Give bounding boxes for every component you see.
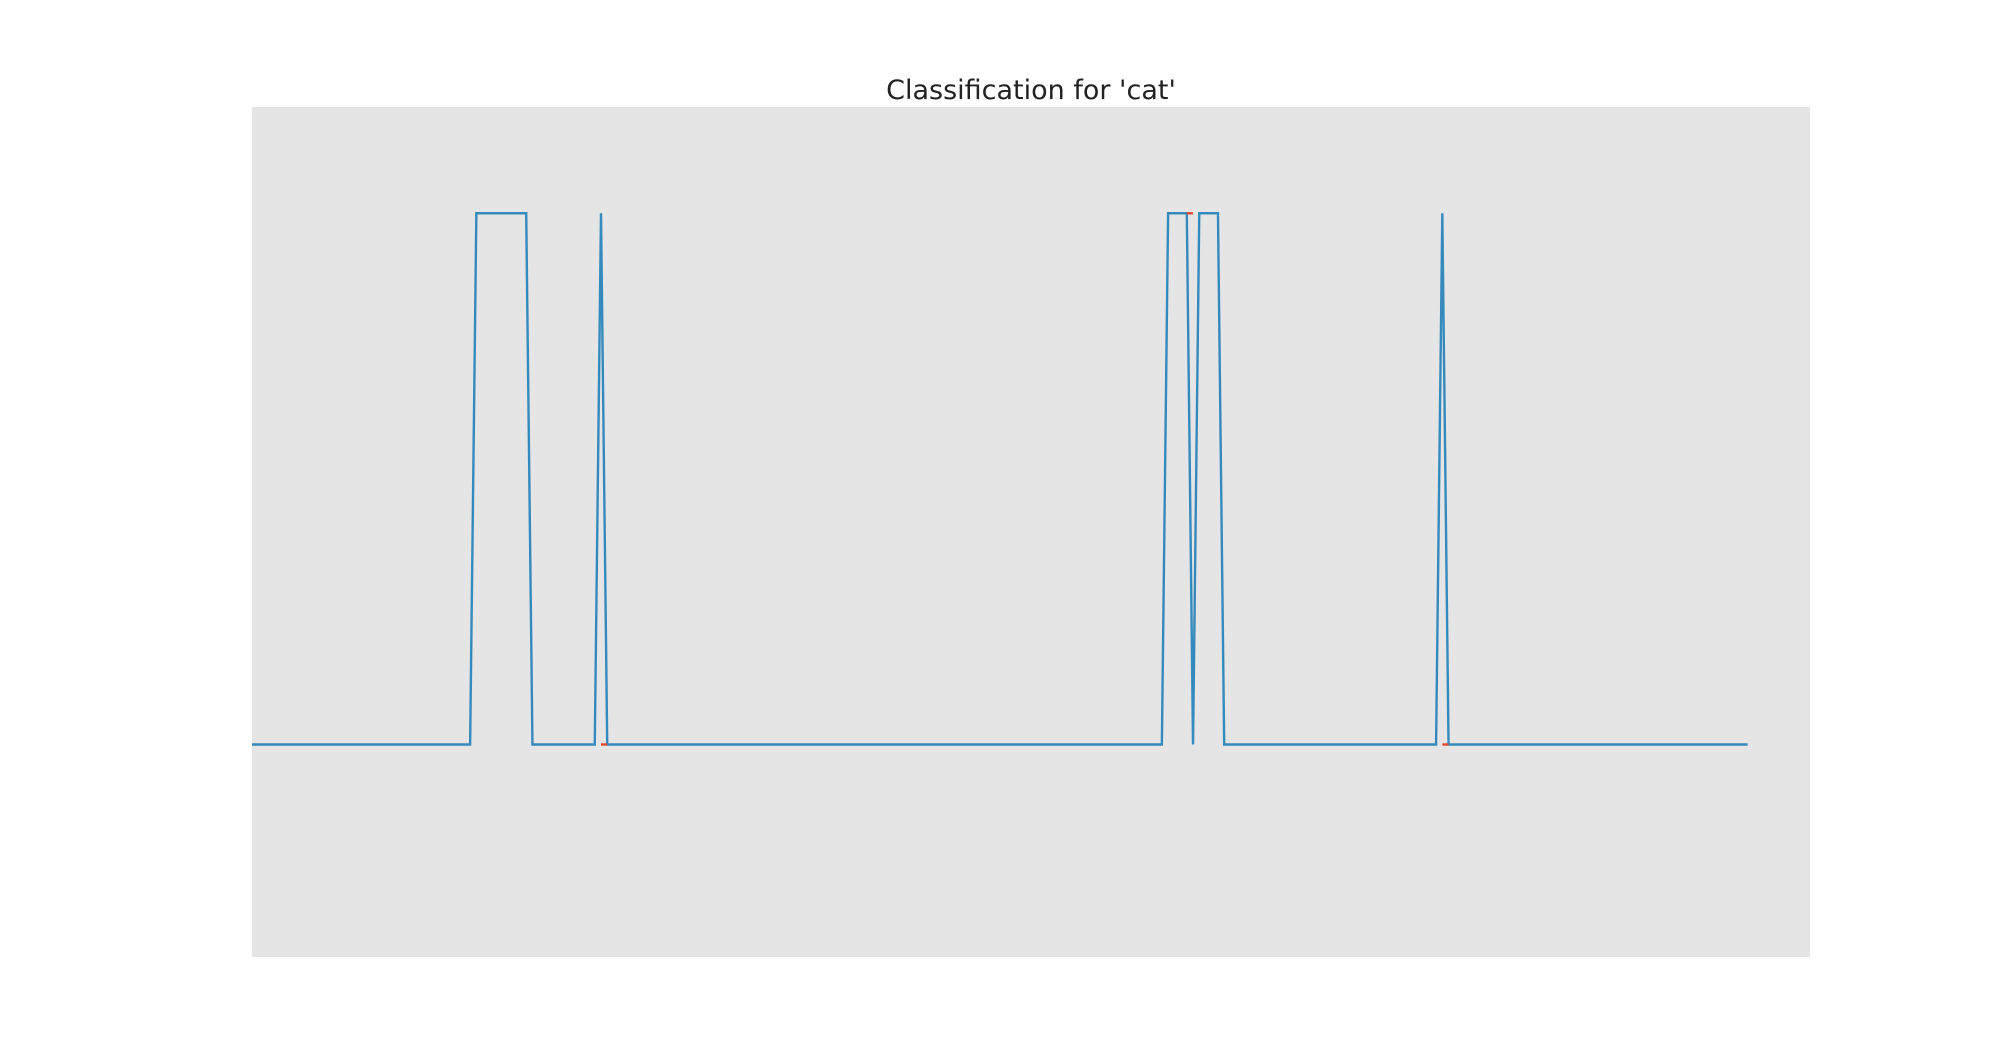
chart-title: Classification for 'cat' — [886, 75, 1176, 106]
plot-area — [252, 107, 1810, 957]
